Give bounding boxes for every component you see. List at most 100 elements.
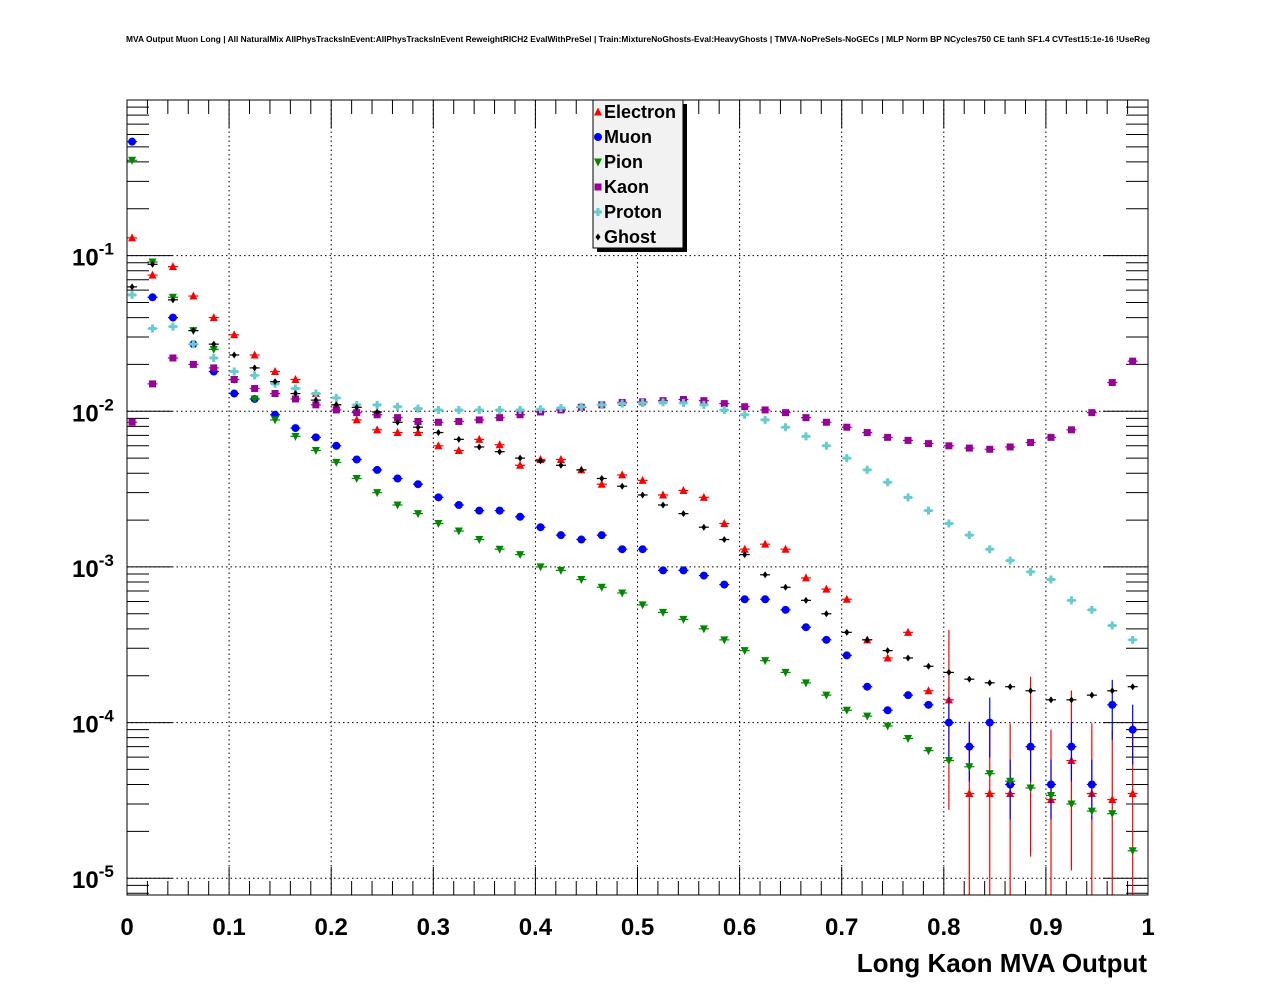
data-point [128, 137, 137, 146]
x-tick-label: 0.8 [927, 914, 960, 941]
data-point [985, 789, 994, 798]
data-point [700, 397, 708, 405]
data-point [638, 399, 647, 408]
data-point [414, 417, 422, 425]
data-point [1026, 567, 1035, 576]
y-tick-label: 10-4 [72, 707, 114, 739]
data-point [638, 545, 647, 554]
data-point [883, 653, 892, 662]
data-point [129, 283, 135, 291]
legend-label-kaon: Kaon [604, 177, 649, 197]
data-point [985, 770, 994, 779]
data-point [905, 654, 911, 662]
data-point [413, 404, 422, 413]
data-point [435, 429, 441, 437]
x-tick-label: 0.7 [825, 914, 858, 941]
data-point [699, 492, 708, 501]
data-point [802, 414, 810, 422]
data-point [618, 470, 627, 479]
data-point [863, 712, 872, 721]
data-point [231, 351, 237, 359]
data-point [1129, 357, 1137, 365]
data-point [640, 491, 646, 499]
data-point [822, 441, 831, 450]
data-point [679, 399, 688, 408]
data-point [781, 605, 790, 614]
data-point [1087, 605, 1096, 614]
data-point [1067, 426, 1075, 434]
data-point [393, 501, 402, 510]
data-point [761, 539, 770, 548]
data-point [822, 418, 830, 426]
data-point [1007, 683, 1013, 691]
data-point [272, 378, 278, 386]
data-point [801, 432, 810, 441]
data-point [538, 457, 544, 465]
data-point [516, 411, 524, 419]
data-point [781, 423, 790, 432]
data-point [148, 270, 157, 279]
data-point [618, 589, 627, 598]
data-point [924, 700, 933, 709]
data-point [720, 636, 729, 645]
data-point [168, 322, 177, 331]
data-point [209, 345, 218, 354]
axis-ticks [126, 99, 1149, 895]
data-point [1006, 777, 1015, 786]
data-point [148, 293, 157, 302]
data-point [904, 493, 913, 502]
data-point [842, 651, 851, 660]
data-point [556, 455, 565, 464]
data-point [1006, 443, 1014, 451]
data-point [720, 405, 729, 414]
data-point [944, 757, 953, 766]
data-point [434, 441, 443, 450]
data-point [1067, 596, 1076, 605]
data-point [455, 417, 463, 425]
data-point [1128, 789, 1137, 798]
y-tick-base: 10 [72, 245, 99, 272]
data-point [1088, 409, 1096, 417]
data-point [312, 401, 320, 409]
data-point [944, 519, 953, 528]
data-point [1087, 780, 1096, 789]
y-tick-labels: 10-110-210-310-410-5 [72, 240, 114, 895]
data-point [352, 474, 361, 483]
data-point [701, 523, 707, 531]
data-point [434, 493, 443, 502]
legend-label-muon: Muon [604, 127, 652, 147]
data-point [495, 545, 504, 554]
data-point [211, 340, 217, 348]
data-point [680, 510, 686, 518]
data-point [536, 523, 545, 532]
data-point [1027, 439, 1035, 447]
data-point [801, 573, 810, 582]
y-tick-label: 10-1 [72, 240, 114, 272]
data-point [291, 375, 300, 384]
data-point [822, 584, 831, 593]
data-point [434, 418, 442, 426]
data-point [801, 623, 810, 632]
data-point [516, 460, 525, 469]
data-point [659, 608, 668, 617]
data-point [395, 418, 401, 426]
data-point [965, 742, 974, 751]
data-point [843, 423, 851, 431]
data-point [475, 536, 484, 545]
data-point [475, 434, 484, 443]
x-tick-label: 0.3 [417, 914, 450, 941]
data-point [1128, 725, 1137, 734]
data-point [597, 479, 606, 488]
data-point [354, 403, 360, 411]
data-point [291, 432, 300, 441]
data-point [842, 594, 851, 603]
data-point [966, 675, 972, 683]
data-point [210, 364, 218, 372]
data-point [638, 601, 647, 610]
y-tick-exponent: -4 [99, 707, 115, 726]
data-point [250, 371, 259, 380]
data-point [924, 440, 932, 448]
legend-label-pion: Pion [604, 152, 643, 172]
data-point [250, 350, 259, 359]
data-point [149, 380, 157, 388]
